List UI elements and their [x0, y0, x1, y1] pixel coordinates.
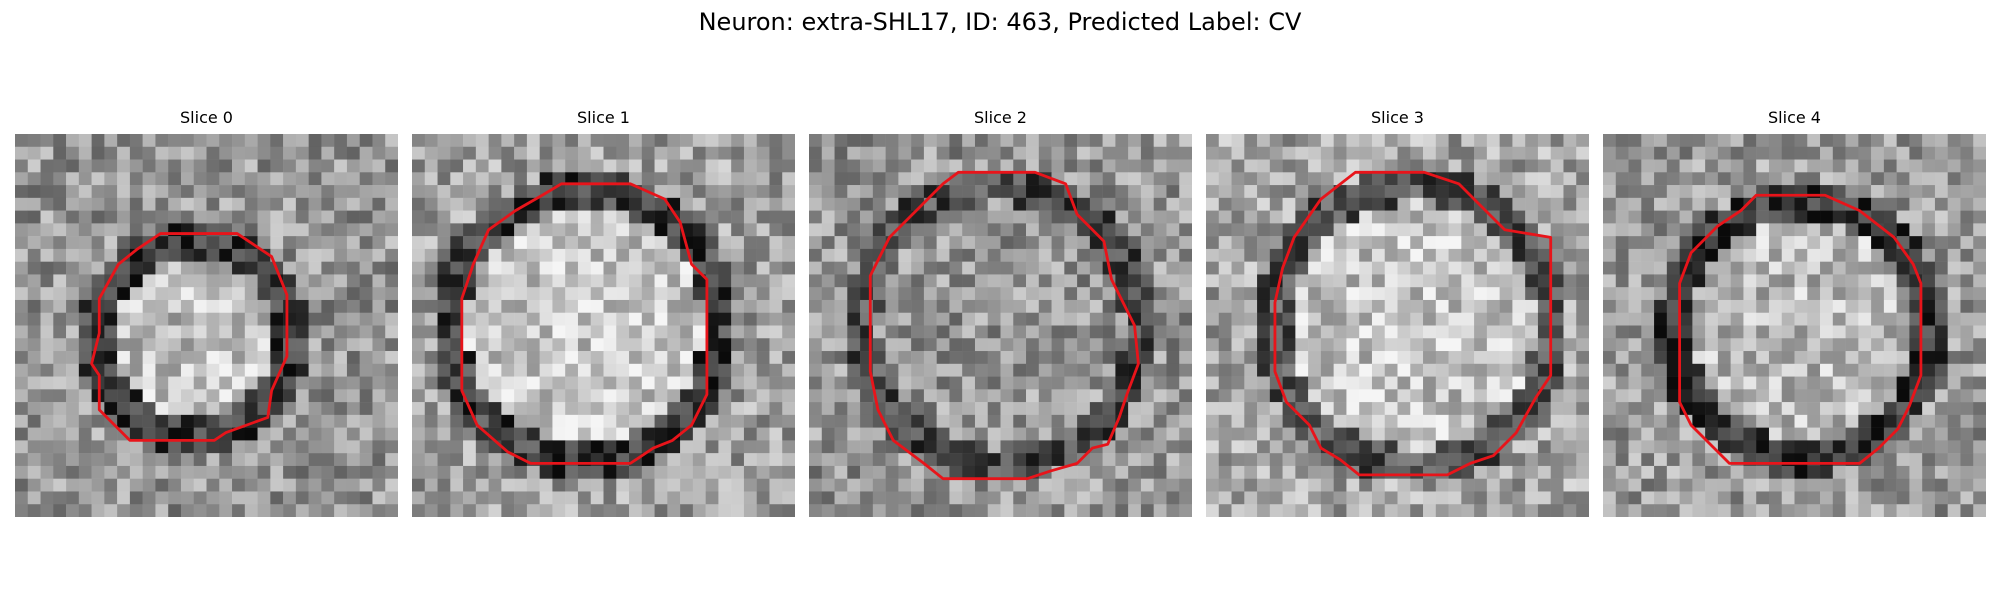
figure-title: Neuron: extra-SHL17, ID: 463, Predicted …	[698, 8, 1302, 36]
segmentation-contour	[460, 182, 709, 465]
segmentation-contour	[868, 170, 1140, 481]
slice-panel-1: Slice 1	[412, 108, 795, 517]
segmentation-contour	[90, 232, 289, 442]
slice-image	[412, 134, 795, 517]
segmentation-contour	[1678, 193, 1923, 465]
slice-title: Slice 3	[1371, 108, 1424, 127]
slice-image	[1206, 134, 1589, 517]
slice-panel-0: Slice 0	[15, 108, 398, 517]
slice-image	[15, 134, 398, 517]
slice-panel-4: Slice 4	[1603, 108, 1986, 517]
slice-panel-2: Slice 2	[809, 108, 1192, 517]
slice-panel-3: Slice 3	[1206, 108, 1589, 517]
slice-title: Slice 2	[974, 108, 1027, 127]
slice-title: Slice 0	[180, 108, 233, 127]
slice-image	[1603, 134, 1986, 517]
segmentation-contour	[1273, 170, 1553, 477]
slice-image	[809, 134, 1192, 517]
slice-title: Slice 4	[1768, 108, 1821, 127]
slice-title: Slice 1	[577, 108, 630, 127]
